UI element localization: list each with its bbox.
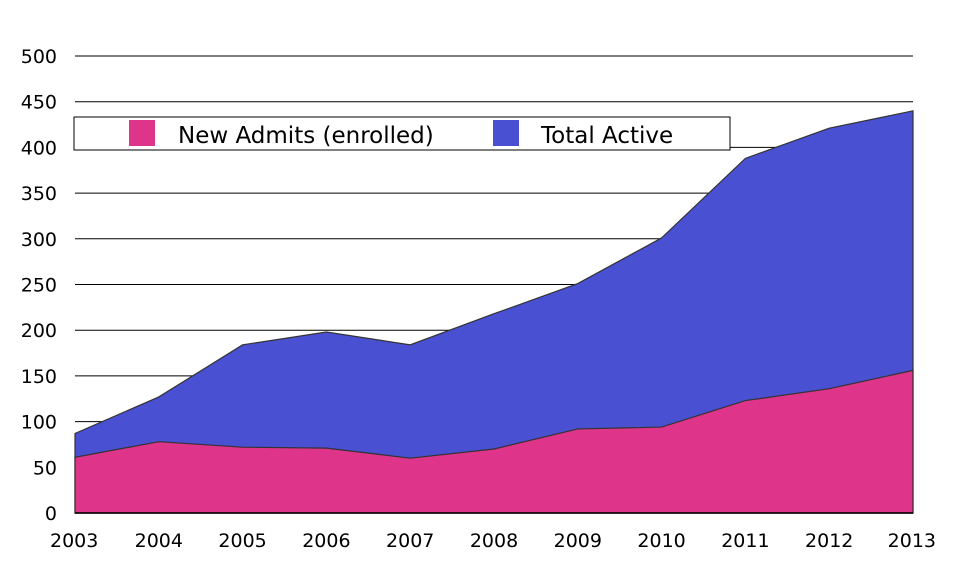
legend-label-total-active: Total Active	[540, 123, 673, 149]
y-tick-label: 500	[21, 46, 57, 68]
legend-box	[73, 116, 731, 151]
x-tick-label: 2013	[888, 530, 936, 552]
x-tick-label: 2008	[470, 530, 518, 552]
x-tick-label: 2005	[218, 530, 266, 552]
area-new-admits-enrolled	[74, 369, 914, 514]
x-tick-label: 2006	[302, 530, 350, 552]
x-tick-label: 2010	[637, 530, 685, 552]
y-tick-label: 400	[21, 137, 57, 159]
y-tick-label: 200	[21, 320, 57, 342]
y-tick-label: 450	[21, 92, 57, 114]
y-tick-label: 0	[45, 503, 57, 525]
y-tick-label: 300	[21, 229, 57, 251]
area-total-active	[74, 110, 914, 514]
x-tick-label: 2009	[554, 530, 602, 552]
y-tick-label: 150	[21, 366, 57, 388]
y-tick-label: 100	[21, 412, 57, 434]
y-tick-label: 50	[33, 457, 57, 479]
x-tick-label: 2011	[721, 530, 769, 552]
plot-areas	[74, 110, 914, 514]
y-axis: 0 50 100 150 200 250 300 350 400 450 500	[21, 46, 57, 525]
x-axis: 2003 2004 2005 2006 2007 2008 2009 2010 2011 2012…	[50, 512, 936, 552]
y-tick-label: 350	[21, 183, 57, 205]
legend-label-new-admits: New Admits (enrolled)	[178, 123, 434, 149]
legend-swatch-total-active	[493, 120, 519, 146]
legend: New Admits (enrolled) Total Active	[73, 116, 731, 151]
x-tick-label: 2004	[135, 530, 183, 552]
x-tick-label: 2003	[50, 530, 98, 552]
legend-swatch-new-admits	[129, 120, 155, 146]
x-tick-label: 2007	[386, 530, 434, 552]
x-tick-label: 2012	[805, 530, 853, 552]
y-tick-label: 250	[21, 275, 57, 297]
